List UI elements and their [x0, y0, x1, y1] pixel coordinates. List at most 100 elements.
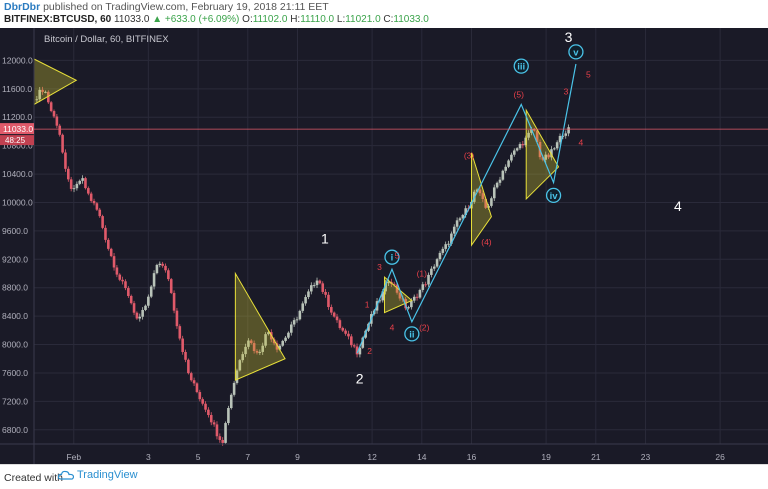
candle-body	[144, 305, 147, 310]
x-tick-label: 23	[641, 452, 651, 462]
candle-body	[350, 336, 353, 346]
candle-body	[252, 343, 256, 351]
candle-body	[192, 380, 196, 384]
wave-circle	[513, 58, 529, 74]
x-tick-label: 16	[467, 452, 477, 462]
candle-body	[164, 265, 167, 271]
candle-body	[78, 180, 82, 184]
candle-body	[49, 102, 53, 112]
candle-body	[452, 226, 456, 234]
candle-body	[512, 150, 516, 155]
wave-label-minor: i	[391, 253, 394, 264]
candle-body	[418, 289, 422, 298]
last-price-tag	[0, 123, 34, 135]
candle-body	[330, 307, 333, 313]
candle-body	[292, 320, 296, 325]
wave-label-minor: iv	[550, 191, 559, 202]
y-tick-label: 7600.0	[2, 368, 28, 378]
publish-line: DbrDbr published on TradingView.com, Feb…	[4, 1, 329, 13]
candle-body	[258, 351, 262, 353]
candle-body	[544, 154, 548, 160]
candle-body	[178, 326, 182, 339]
candle-body	[104, 227, 107, 240]
candle-body	[315, 280, 319, 286]
y-tick-label: 7200.0	[2, 396, 28, 406]
candle-body	[495, 182, 499, 188]
x-tick-label: Feb	[66, 452, 81, 462]
tradingview-brand: TradingView	[77, 469, 138, 481]
change-value: ▲ +633.0 (+6.09%)	[152, 14, 240, 25]
x-tick-label: 21	[591, 452, 601, 462]
candle-body	[64, 152, 67, 169]
x-tick-label: 26	[715, 452, 725, 462]
wave-label-sub: (2)	[419, 322, 430, 332]
chart-title: Bitcoin / Dollar, 60, BITFINEX	[44, 34, 169, 45]
candle-body	[461, 215, 465, 219]
candle-body	[558, 135, 562, 143]
candle-body	[430, 268, 433, 275]
candle-body	[115, 267, 119, 275]
candle-body	[92, 200, 96, 204]
chart-panel[interactable]: 1 2 3 4 i ii iii iv v 1 2 3 4 5 (1) (2) (3) (4) (5) 3 4 5 680…	[0, 28, 768, 464]
candle-body	[361, 337, 365, 348]
candle-body	[244, 346, 247, 355]
candle-body	[235, 370, 239, 383]
y-tick-label: 8400.0	[2, 311, 28, 321]
candle-body	[249, 340, 253, 344]
candle-body	[212, 422, 216, 425]
candle-body	[484, 198, 487, 208]
candle-body	[261, 345, 265, 352]
candle-body	[69, 179, 73, 189]
candle-body	[527, 132, 530, 138]
candle-body	[341, 327, 345, 331]
tradingview-logo[interactable]: TradingView	[58, 469, 138, 481]
y-tick-label: 9600.0	[2, 226, 28, 236]
wave-label-sub: 3	[377, 262, 382, 272]
candle-body	[332, 312, 336, 317]
candle-body	[521, 144, 525, 146]
ohlc-line: BITFINEX:BTCUSD, 60 11033.0 ▲ +633.0 (+6…	[4, 14, 429, 25]
candle-body	[112, 256, 116, 268]
candles	[35, 86, 570, 446]
candle-body	[312, 285, 316, 287]
candle-body	[84, 178, 87, 189]
open-label: O:	[242, 14, 253, 25]
candle-body	[355, 346, 359, 355]
candle-body	[209, 415, 213, 423]
candle-body	[507, 160, 510, 167]
wave-label-sub: 5	[395, 251, 400, 261]
candle-body	[352, 345, 356, 347]
candle-body	[464, 208, 467, 216]
candle-body	[204, 403, 207, 410]
candle-body	[535, 130, 539, 142]
candle-body	[412, 296, 416, 301]
candle-body	[310, 285, 313, 292]
candle-body	[147, 296, 150, 306]
author-link[interactable]: DbrDbr	[4, 1, 41, 13]
candle-body	[187, 359, 190, 374]
candle-body	[387, 281, 390, 284]
candle-body	[327, 294, 330, 308]
symbol-label: BITFINEX:BTCUSD, 60	[4, 14, 112, 25]
candle-body	[267, 332, 270, 335]
header: DbrDbr published on TradingView.com, Feb…	[0, 0, 768, 28]
candle-body	[67, 168, 70, 180]
y-tick-label: 11600.0	[2, 84, 32, 94]
candle-body	[555, 142, 559, 149]
candle-body	[395, 284, 399, 293]
wave-circle	[404, 326, 420, 342]
wave-label-sub: 3	[564, 87, 569, 97]
candle-body	[61, 134, 64, 153]
candle-body	[224, 423, 227, 443]
candle-body	[247, 340, 250, 347]
candle-body	[75, 183, 79, 189]
candle-body	[321, 283, 325, 292]
candle-body	[41, 89, 44, 92]
created-with-text: Created with	[4, 472, 63, 484]
wave-label-minor: v	[573, 47, 579, 58]
candle-body	[478, 189, 482, 194]
candle-body	[567, 127, 570, 134]
wave-label-sub: (4)	[481, 237, 492, 247]
candle-body	[492, 187, 496, 199]
